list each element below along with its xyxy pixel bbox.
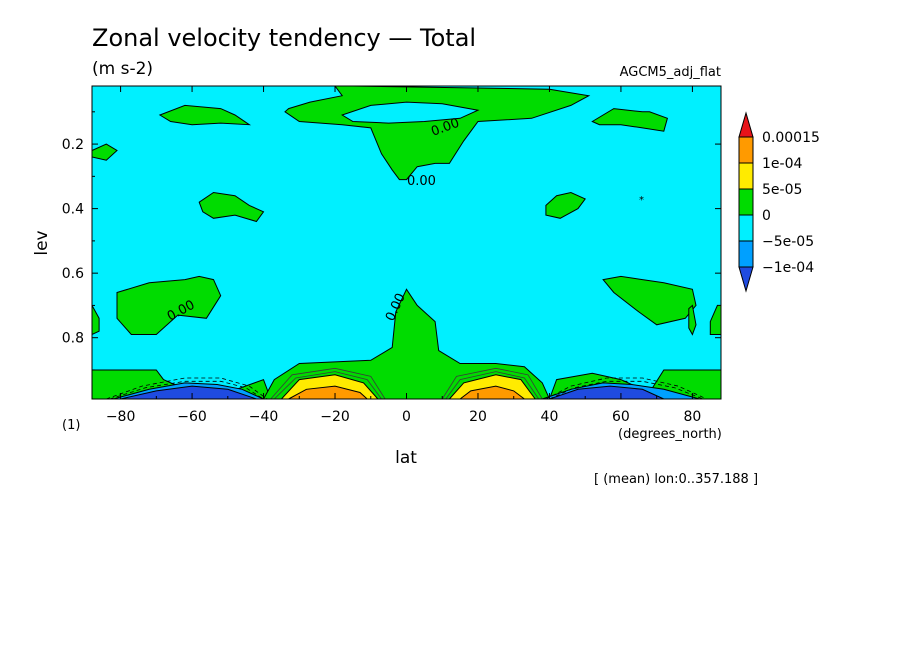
colorbar-swatch — [738, 162, 754, 190]
contour-region — [545, 191, 586, 219]
colorbar-swatch — [738, 188, 754, 216]
contour-region — [198, 191, 265, 223]
colorbar-label: 0 — [762, 208, 771, 224]
contour-line-dashed — [549, 380, 704, 400]
contour-line-dashed — [109, 380, 264, 400]
plot-area: 0.00 0.00 0.00 0.00 * — [91, 85, 722, 400]
colorbar-label: −5e-05 — [762, 234, 814, 250]
x-tick-label: 60 — [612, 409, 630, 425]
contour-line — [445, 371, 540, 400]
colorbar: 0.00015 1e-04 5e-05 0 −5e-05 −1e-04 — [738, 111, 820, 293]
contour-region — [709, 304, 722, 335]
contour-region — [116, 275, 222, 335]
colorbar-swatch — [738, 240, 754, 268]
y-axis-units: (1) — [62, 418, 80, 433]
x-tick-label: 80 — [683, 409, 701, 425]
contour-region — [591, 108, 669, 132]
x-tick-label: 40 — [541, 409, 559, 425]
contour-region — [688, 304, 697, 336]
contour-label: 0.00 — [407, 174, 436, 189]
chart-title: Zonal velocity tendency — Total — [92, 24, 476, 52]
contour-marker: * — [639, 195, 644, 206]
contour-lines — [106, 367, 707, 400]
contour-line-dashed — [106, 377, 268, 400]
contour-region — [158, 104, 252, 126]
footnote: [ (mean) lon:0..357.188 ] — [594, 472, 758, 487]
y-axis-label: lev — [32, 230, 52, 255]
contour-line — [270, 367, 386, 400]
contour-line — [441, 367, 543, 400]
y-tick-label: 0.4 — [62, 202, 84, 218]
dataset-label: AGCM5_adj_flat — [620, 65, 721, 80]
y-tick-label: 0.8 — [62, 331, 84, 347]
contour-line — [274, 371, 382, 400]
colorbar-bottom-arrow — [738, 266, 754, 293]
contour-region — [602, 275, 697, 326]
x-tick-label: −40 — [249, 409, 279, 425]
x-tick-label: −20 — [320, 409, 350, 425]
y-tick-label: 0.2 — [62, 137, 84, 153]
colorbar-swatch — [738, 136, 754, 164]
x-axis-units: (degrees_north) — [618, 427, 722, 442]
x-axis-label: lat — [395, 448, 417, 468]
colorbar-label: 0.00015 — [762, 130, 820, 146]
colorbar-swatch — [738, 214, 754, 242]
y-tick-label: 0.6 — [62, 266, 84, 282]
x-tick-label: −80 — [106, 409, 136, 425]
colorbar-top-arrow — [738, 111, 754, 138]
colorbar-label: 1e-04 — [762, 156, 802, 172]
x-axis: −80 −60 −40 −20 0 20 40 60 80 — [106, 86, 701, 425]
x-tick-label: 0 — [402, 409, 411, 425]
contour-region — [341, 101, 480, 124]
x-tick-label: −60 — [177, 409, 207, 425]
y-axis: 0.2 0.4 0.6 0.8 — [62, 111, 721, 371]
chart-units: (m s-2) — [92, 59, 153, 79]
x-tick-label: 20 — [469, 409, 487, 425]
colorbar-label: 5e-05 — [762, 182, 802, 198]
contour-line-dashed — [545, 377, 707, 400]
colorbar-label: −1e-04 — [762, 260, 814, 276]
